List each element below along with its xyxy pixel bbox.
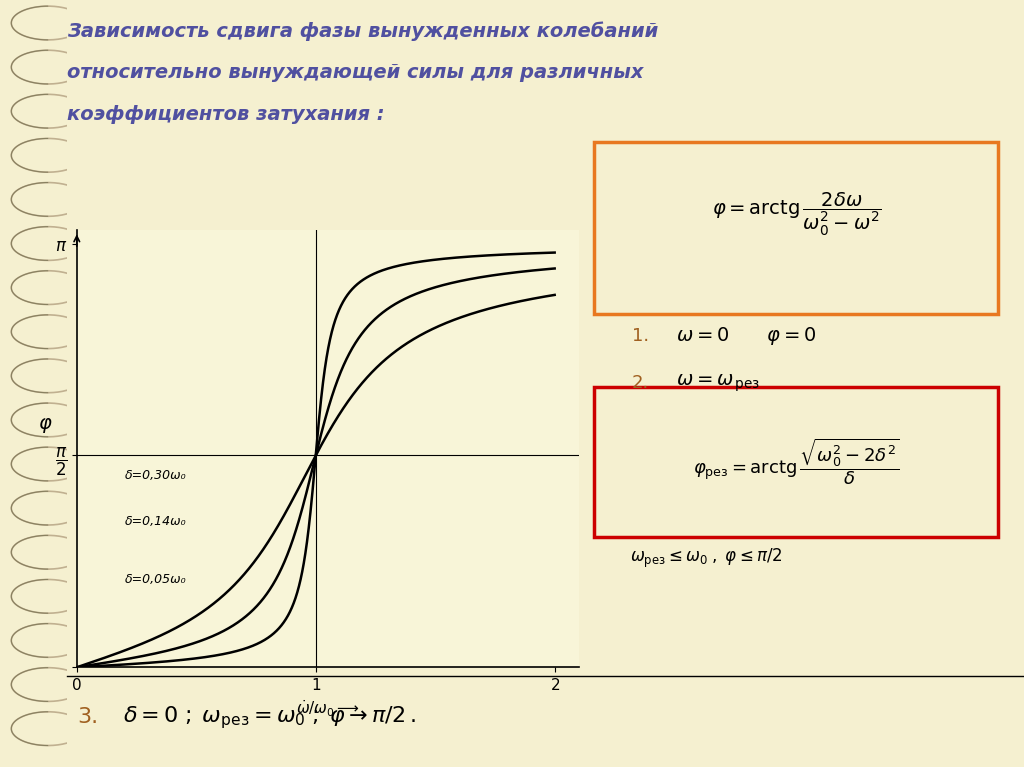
Text: δ=0,30ω₀: δ=0,30ω₀ <box>125 469 186 482</box>
Text: $\varphi$: $\varphi$ <box>39 416 53 435</box>
Text: 1.: 1. <box>632 327 649 345</box>
Text: относительно вынуждающей силы для различных: относительно вынуждающей силы для различ… <box>67 63 643 82</box>
Text: $\varphi_{\mathrm{\text{рез}}} = \mathrm{arctg}\,\dfrac{\sqrt{\omega_0^2 - 2\del: $\varphi_{\mathrm{\text{рез}}} = \mathrm… <box>693 436 900 487</box>
Text: δ=0,05ω₀: δ=0,05ω₀ <box>125 573 186 586</box>
Text: $\omega = 0 \qquad \varphi = 0$: $\omega = 0 \qquad \varphi = 0$ <box>676 325 816 347</box>
X-axis label: $\dot{\omega}/\omega_0 \longrightarrow$: $\dot{\omega}/\omega_0 \longrightarrow$ <box>296 699 359 719</box>
Text: $\omega = \omega_{\mathrm{\,\text{рез}}}$: $\omega = \omega_{\mathrm{\,\text{рез}}}… <box>676 373 760 394</box>
Text: $\delta = 0 \;;\; \omega_{\mathrm{\text{рез}}} = \omega_0 \;;\; \varphi \to \pi/: $\delta = 0 \;;\; \omega_{\mathrm{\text{… <box>123 704 416 730</box>
Text: $\varphi = \mathrm{arctg}\,\dfrac{2\delta\omega}{\omega_0^2 - \omega^2}$: $\varphi = \mathrm{arctg}\,\dfrac{2\delt… <box>712 191 882 239</box>
Text: 2.: 2. <box>632 374 649 393</box>
Text: $\omega_{\mathrm{\text{рез}}} \leq \omega_0 \;,\; \varphi \leq \pi/2$: $\omega_{\mathrm{\text{рез}}} \leq \omeg… <box>631 547 782 570</box>
Text: δ=0,14ω₀: δ=0,14ω₀ <box>125 515 186 528</box>
Text: Зависимость сдвига фазы вынужденных колебаний: Зависимость сдвига фазы вынужденных коле… <box>67 21 657 41</box>
Text: коэффициентов затухания :: коэффициентов затухания : <box>67 105 384 123</box>
Text: 3.: 3. <box>77 707 98 727</box>
